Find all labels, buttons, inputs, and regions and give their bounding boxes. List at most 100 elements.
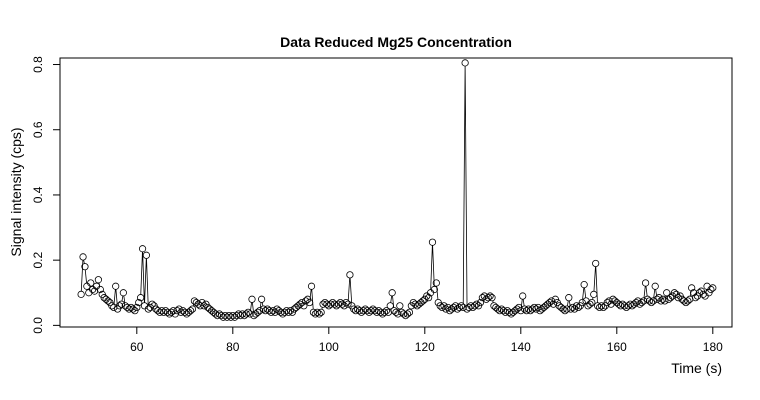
data-point: [638, 298, 646, 307]
data-point: [342, 298, 350, 307]
data-point: [133, 303, 141, 312]
data-point: [338, 300, 346, 308]
data-point: [488, 294, 496, 302]
data-point: [380, 308, 389, 316]
x-tick-label: 120: [415, 340, 435, 354]
data-point: [346, 271, 354, 279]
data-point: [81, 263, 89, 271]
data-point: [108, 302, 116, 310]
data-point: [471, 302, 479, 310]
data-point: [484, 294, 492, 302]
data-point: [509, 308, 517, 316]
y-axis-label: Signal intensity (cps): [8, 127, 24, 256]
data-point: [432, 279, 440, 287]
data-point: [653, 295, 661, 303]
data-point: [707, 285, 715, 294]
chart-title: Data Reduced Mg25 Concentration: [280, 34, 512, 50]
data-point: [666, 294, 675, 302]
data-point: [478, 294, 486, 302]
data-point: [129, 305, 137, 313]
data-point: [592, 259, 600, 268]
data-point: [695, 289, 703, 297]
data-point: [96, 285, 104, 294]
data-point: [565, 294, 573, 302]
data-point: [442, 305, 450, 313]
data-point: [292, 303, 300, 312]
data-point: [425, 294, 433, 302]
y-tick-label: 0.0: [31, 317, 45, 334]
data-point: [344, 300, 352, 308]
data-point: [457, 302, 465, 310]
data-point: [661, 297, 669, 305]
data-point: [244, 308, 252, 316]
data-point: [649, 297, 657, 305]
data-point: [640, 297, 648, 305]
data-point: [513, 305, 521, 313]
data-point: [542, 302, 550, 310]
data-point: [296, 300, 304, 308]
data-point: [188, 305, 197, 313]
data-point: [390, 307, 398, 315]
data-point: [572, 302, 581, 310]
data-point: [115, 302, 124, 310]
data-point: [102, 295, 110, 303]
data-point: [567, 305, 575, 313]
plot-frame: [59, 57, 733, 328]
y-tick-label: 0.8: [31, 56, 45, 73]
data-point: [461, 59, 469, 67]
x-tick-label: 160: [607, 340, 627, 354]
data-point: [396, 302, 404, 310]
data-point: [257, 295, 266, 303]
data-point: [173, 307, 181, 315]
data-point: [586, 300, 594, 308]
data-point: [688, 284, 696, 292]
data-point: [112, 282, 120, 290]
data-point: [519, 292, 527, 300]
data-point: [473, 300, 481, 308]
data-point: [183, 310, 191, 318]
data-point: [206, 305, 214, 313]
data-point: [190, 297, 198, 305]
data-point: [599, 303, 607, 312]
data-point: [507, 310, 515, 318]
y-tick-label: 0.6: [31, 121, 45, 138]
x-tick-label: 140: [511, 340, 531, 354]
data-point: [590, 290, 598, 298]
data-point: [313, 308, 321, 316]
data-point: [578, 298, 586, 307]
x-tick-label: 60: [130, 340, 144, 354]
data-point: [269, 307, 277, 315]
data-point: [701, 292, 709, 300]
data-point: [645, 297, 654, 305]
data-point: [632, 298, 640, 307]
data-point: [248, 295, 256, 303]
data-point: [436, 302, 444, 310]
data-point: [628, 302, 636, 310]
data-point: [574, 303, 583, 312]
data-point: [532, 305, 540, 313]
data-series: [77, 59, 717, 321]
data-point: [651, 282, 659, 290]
data-point: [449, 303, 458, 312]
data-point: [486, 292, 494, 300]
data-point: [580, 281, 588, 289]
data-point: [94, 276, 103, 284]
data-point: [302, 297, 310, 305]
x-tick-label: 80: [226, 340, 240, 354]
data-point: [77, 290, 85, 298]
data-point: [138, 245, 147, 253]
data-point: [476, 298, 485, 307]
data-point: [250, 311, 258, 320]
data-point: [242, 310, 250, 318]
data-point: [641, 279, 650, 287]
data-point: [597, 302, 606, 310]
data-point: [200, 302, 208, 310]
data-point: [569, 303, 577, 312]
data-point: [659, 295, 667, 303]
data-point: [459, 303, 467, 312]
data-point: [246, 310, 254, 318]
data-point: [185, 308, 193, 316]
data-point: [417, 298, 425, 307]
data-point: [117, 300, 126, 308]
